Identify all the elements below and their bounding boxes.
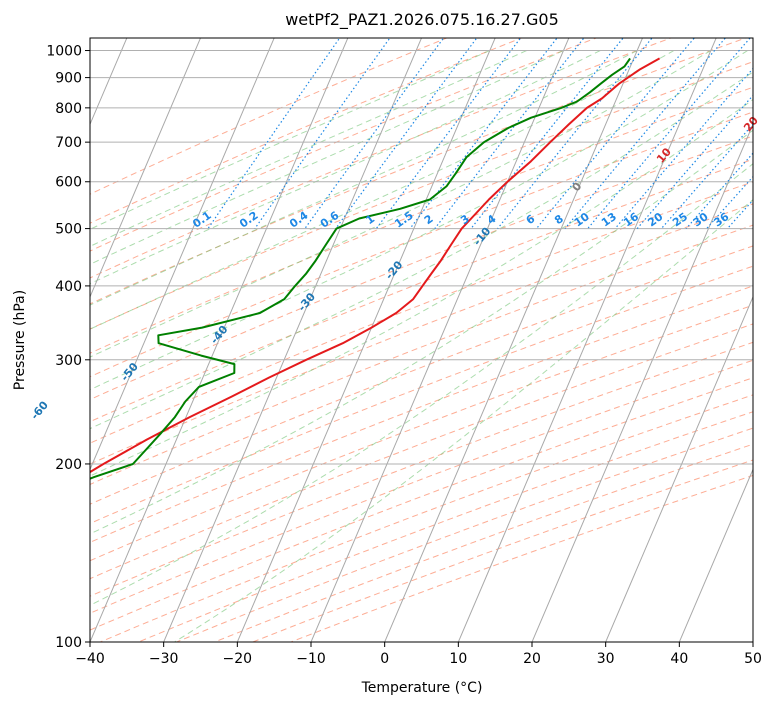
moist-adiabat xyxy=(90,50,527,247)
chart-title: wetPf2_PAZ1.2026.075.16.27.G05 xyxy=(285,10,559,30)
mixing-ratio-line xyxy=(564,38,727,229)
y-tick-label: 100 xyxy=(55,635,82,651)
dry-adiabat xyxy=(137,411,753,642)
dry-adiabat xyxy=(90,224,753,485)
x-tick-label: −10 xyxy=(296,651,326,667)
dry-adiabat xyxy=(251,459,753,642)
dry-adiabat xyxy=(90,38,523,224)
y-axis-label: Pressure (hPa) xyxy=(12,290,28,390)
mixing-ratio-line xyxy=(434,38,585,229)
x-tick-label: 20 xyxy=(523,651,541,667)
y-tick-label: 400 xyxy=(55,279,82,295)
mixing-ratio-line xyxy=(207,38,341,229)
isotherm xyxy=(236,38,496,642)
isotherm xyxy=(531,123,753,642)
x-tick-label: 10 xyxy=(449,651,467,667)
x-tick-label: −20 xyxy=(223,651,253,667)
isotherm xyxy=(678,468,753,642)
mixing-ratio-line xyxy=(470,38,624,229)
x-tick-label: −40 xyxy=(75,651,105,667)
y-tick-label: 300 xyxy=(55,353,82,369)
y-tick-label: 200 xyxy=(55,457,82,473)
x-tick-label: 30 xyxy=(597,651,615,667)
y-tick-label: 800 xyxy=(55,101,82,117)
y-tick-label: 500 xyxy=(55,222,82,238)
moist-adiabat xyxy=(90,98,753,477)
background-lines xyxy=(90,38,753,642)
x-tick-label: −30 xyxy=(149,651,179,667)
dry-adiabat xyxy=(90,135,753,401)
dry-adiabat xyxy=(90,86,753,354)
isotherm xyxy=(90,38,349,642)
dry-adiabat xyxy=(90,203,753,465)
moist-adiabat xyxy=(90,50,638,306)
dry-adiabat xyxy=(90,158,753,423)
y-tick-label: 600 xyxy=(55,175,82,191)
temperature-line xyxy=(90,57,661,474)
isotherm xyxy=(163,38,423,642)
x-tick-label: 50 xyxy=(744,651,762,667)
x-tick-label: 0 xyxy=(380,651,389,667)
mixing-ratio-line xyxy=(614,67,753,229)
isotherm xyxy=(384,38,644,642)
profile-lines xyxy=(90,57,661,480)
mixing-ratio-line xyxy=(497,38,653,229)
plot-frame xyxy=(89,37,754,643)
dry-adiabat xyxy=(90,38,673,279)
isotherm xyxy=(310,38,570,642)
moist-adiabat xyxy=(90,50,712,358)
moist-adiabat xyxy=(90,50,675,330)
mixing-ratio-line xyxy=(587,38,751,229)
dry-adiabat xyxy=(98,394,753,642)
dry-adiabat xyxy=(90,377,753,631)
dry-adiabat xyxy=(90,181,753,444)
mixing-ratio-line xyxy=(304,38,445,229)
dry-adiabat xyxy=(90,245,753,505)
y-tick-label: 1000 xyxy=(46,44,82,60)
dry-adiabat xyxy=(90,38,598,252)
isotherm xyxy=(90,38,275,471)
moist-adiabat xyxy=(90,71,753,430)
y-tick-label: 700 xyxy=(55,135,82,151)
isotherm xyxy=(90,38,202,299)
isotherm xyxy=(605,295,753,642)
dry-adiabat xyxy=(90,359,753,614)
dry-adiabat xyxy=(90,304,753,562)
dry-adiabat xyxy=(213,443,753,642)
isotherm xyxy=(457,38,717,642)
moist-adiabat xyxy=(90,50,491,230)
x-axis-label: Temperature (°C) xyxy=(361,680,483,696)
axes: −40 −30 −20 −10 0 10 20 30 40 50 1000 900 800 700 600 5… xyxy=(46,44,762,667)
dry-adiabat xyxy=(289,474,753,642)
mixing-ratio-line xyxy=(409,38,558,229)
mixing-ratio-line xyxy=(254,38,391,229)
mixing-ratio-line xyxy=(660,123,753,229)
dewpoint-line xyxy=(90,57,631,480)
moist-adiabat xyxy=(90,50,564,265)
y-tick-label: 900 xyxy=(55,71,82,87)
x-tick-label: 40 xyxy=(670,651,688,667)
dry-adiabat xyxy=(90,111,753,378)
dry-adiabat xyxy=(90,323,753,580)
